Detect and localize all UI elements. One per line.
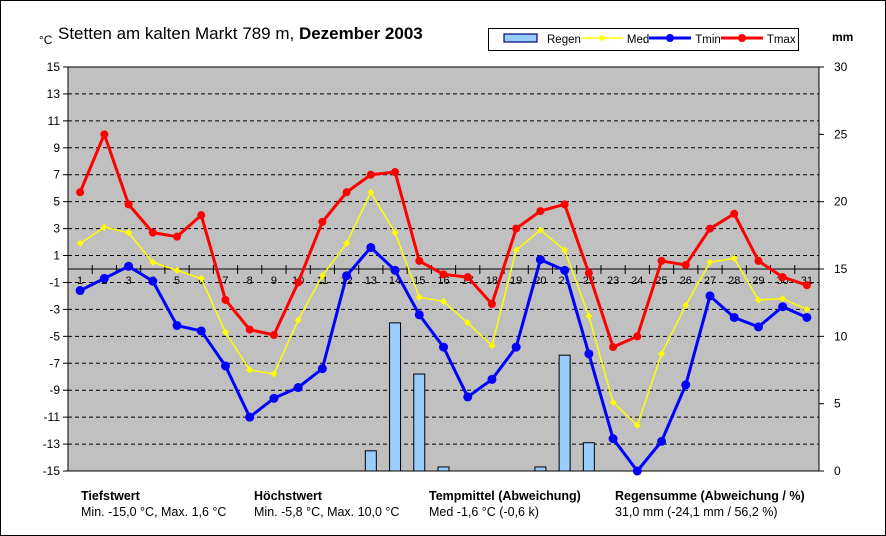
svg-text:28: 28	[728, 275, 740, 287]
svg-text:19: 19	[510, 275, 522, 287]
svg-text:18: 18	[486, 275, 498, 287]
svg-text:7: 7	[53, 168, 60, 182]
svg-text:-7: -7	[49, 356, 60, 370]
stat-tiefstwert-value: Min. -15,0 °C, Max. 1,6 °C	[81, 505, 227, 519]
legend: Regen Med Tmin Tmax	[488, 28, 799, 51]
stat-tiefstwert: Tiefstwert Min. -15,0 °C, Max. 1,6 °C	[81, 488, 226, 520]
svg-text:11: 11	[48, 114, 61, 128]
svg-text:15: 15	[47, 60, 61, 74]
stat-hoechstwert-header: Höchstwert	[254, 489, 323, 503]
svg-text:5: 5	[53, 195, 60, 209]
stat-hoechstwert-value: Min. -5,8 °C, Max. 10,0 °C	[254, 505, 400, 519]
chart-title-location: Stetten am kalten Markt 789 m,	[58, 24, 299, 43]
svg-text:23: 23	[607, 275, 619, 287]
svg-text:9: 9	[271, 275, 277, 287]
legend-item-regen: Regen	[501, 31, 581, 49]
stat-tempmittel-value: Med -1,6 °C (-0,6 k)	[429, 505, 539, 519]
svg-text:13: 13	[47, 87, 61, 101]
svg-text:-9: -9	[49, 383, 60, 397]
stat-tempmittel: Tempmittel (Abweichung) Med -1,6 °C (-0,…	[429, 488, 581, 520]
legend-label-med: Med	[626, 33, 650, 46]
legend-label-regen: Regen	[547, 33, 581, 46]
svg-text:-13: -13	[43, 437, 61, 451]
svg-text:9: 9	[53, 141, 60, 155]
stat-regensumme-header: Regensumme (Abweichung / %)	[615, 489, 805, 503]
svg-text:10: 10	[834, 329, 848, 343]
svg-text:3: 3	[126, 275, 132, 287]
tmax-line-swatch-icon	[720, 31, 763, 49]
svg-text:27: 27	[704, 275, 716, 287]
svg-text:20: 20	[834, 195, 848, 209]
legend-label-tmax: Tmax	[766, 33, 796, 46]
left-axis-unit-label: °C	[39, 33, 53, 47]
med-line-swatch-icon	[580, 31, 623, 49]
svg-text:-3: -3	[49, 302, 60, 316]
svg-text:3: 3	[53, 222, 60, 236]
chart-title-month: Dezember 2003	[298, 24, 423, 43]
svg-text:15: 15	[834, 262, 848, 276]
svg-text:26: 26	[680, 275, 692, 287]
stat-regensumme: Regensumme (Abweichung / %) 31,0 mm (-24…	[615, 488, 805, 520]
svg-text:13: 13	[365, 275, 377, 287]
svg-text:15: 15	[413, 275, 425, 287]
legend-item-tmax: Tmax	[720, 31, 796, 49]
svg-text:5: 5	[834, 397, 841, 411]
right-axis-unit-label: mm	[832, 30, 854, 44]
svg-text:30: 30	[834, 60, 848, 74]
svg-text:8: 8	[247, 275, 253, 287]
stat-hoechstwert: Höchstwert Min. -5,8 °C, Max. 10,0 °C	[254, 488, 399, 520]
stat-tiefstwert-header: Tiefstwert	[81, 489, 140, 503]
svg-text:0: 0	[834, 464, 841, 478]
svg-text:25: 25	[655, 275, 667, 287]
tmin-line-swatch-icon	[649, 31, 692, 49]
legend-item-tmin: Tmin	[649, 31, 721, 49]
stat-regensumme-value: 31,0 mm (-24,1 mm / 56,2 %)	[615, 505, 778, 519]
legend-item-med: Med	[580, 31, 650, 49]
legend-label-tmin: Tmin	[695, 33, 721, 46]
svg-text:7: 7	[222, 275, 228, 287]
stat-tempmittel-header: Tempmittel (Abweichung)	[429, 489, 581, 503]
svg-text:-15: -15	[43, 464, 61, 478]
svg-text:-1: -1	[49, 275, 60, 289]
svg-text:-11: -11	[44, 410, 61, 424]
svg-text:-5: -5	[49, 329, 60, 343]
svg-text:5: 5	[174, 275, 180, 287]
svg-text:29: 29	[752, 275, 764, 287]
svg-text:1: 1	[53, 249, 60, 263]
svg-text:20: 20	[534, 275, 546, 287]
chart-title: Stetten am kalten Markt 789 m, Dezember …	[58, 24, 423, 44]
svg-text:11: 11	[317, 275, 328, 287]
svg-text:24: 24	[631, 275, 643, 287]
svg-text:25: 25	[834, 127, 848, 141]
regen-bar-swatch-icon	[501, 31, 543, 49]
svg-text:1: 1	[77, 275, 83, 287]
svg-text:16: 16	[437, 275, 449, 287]
